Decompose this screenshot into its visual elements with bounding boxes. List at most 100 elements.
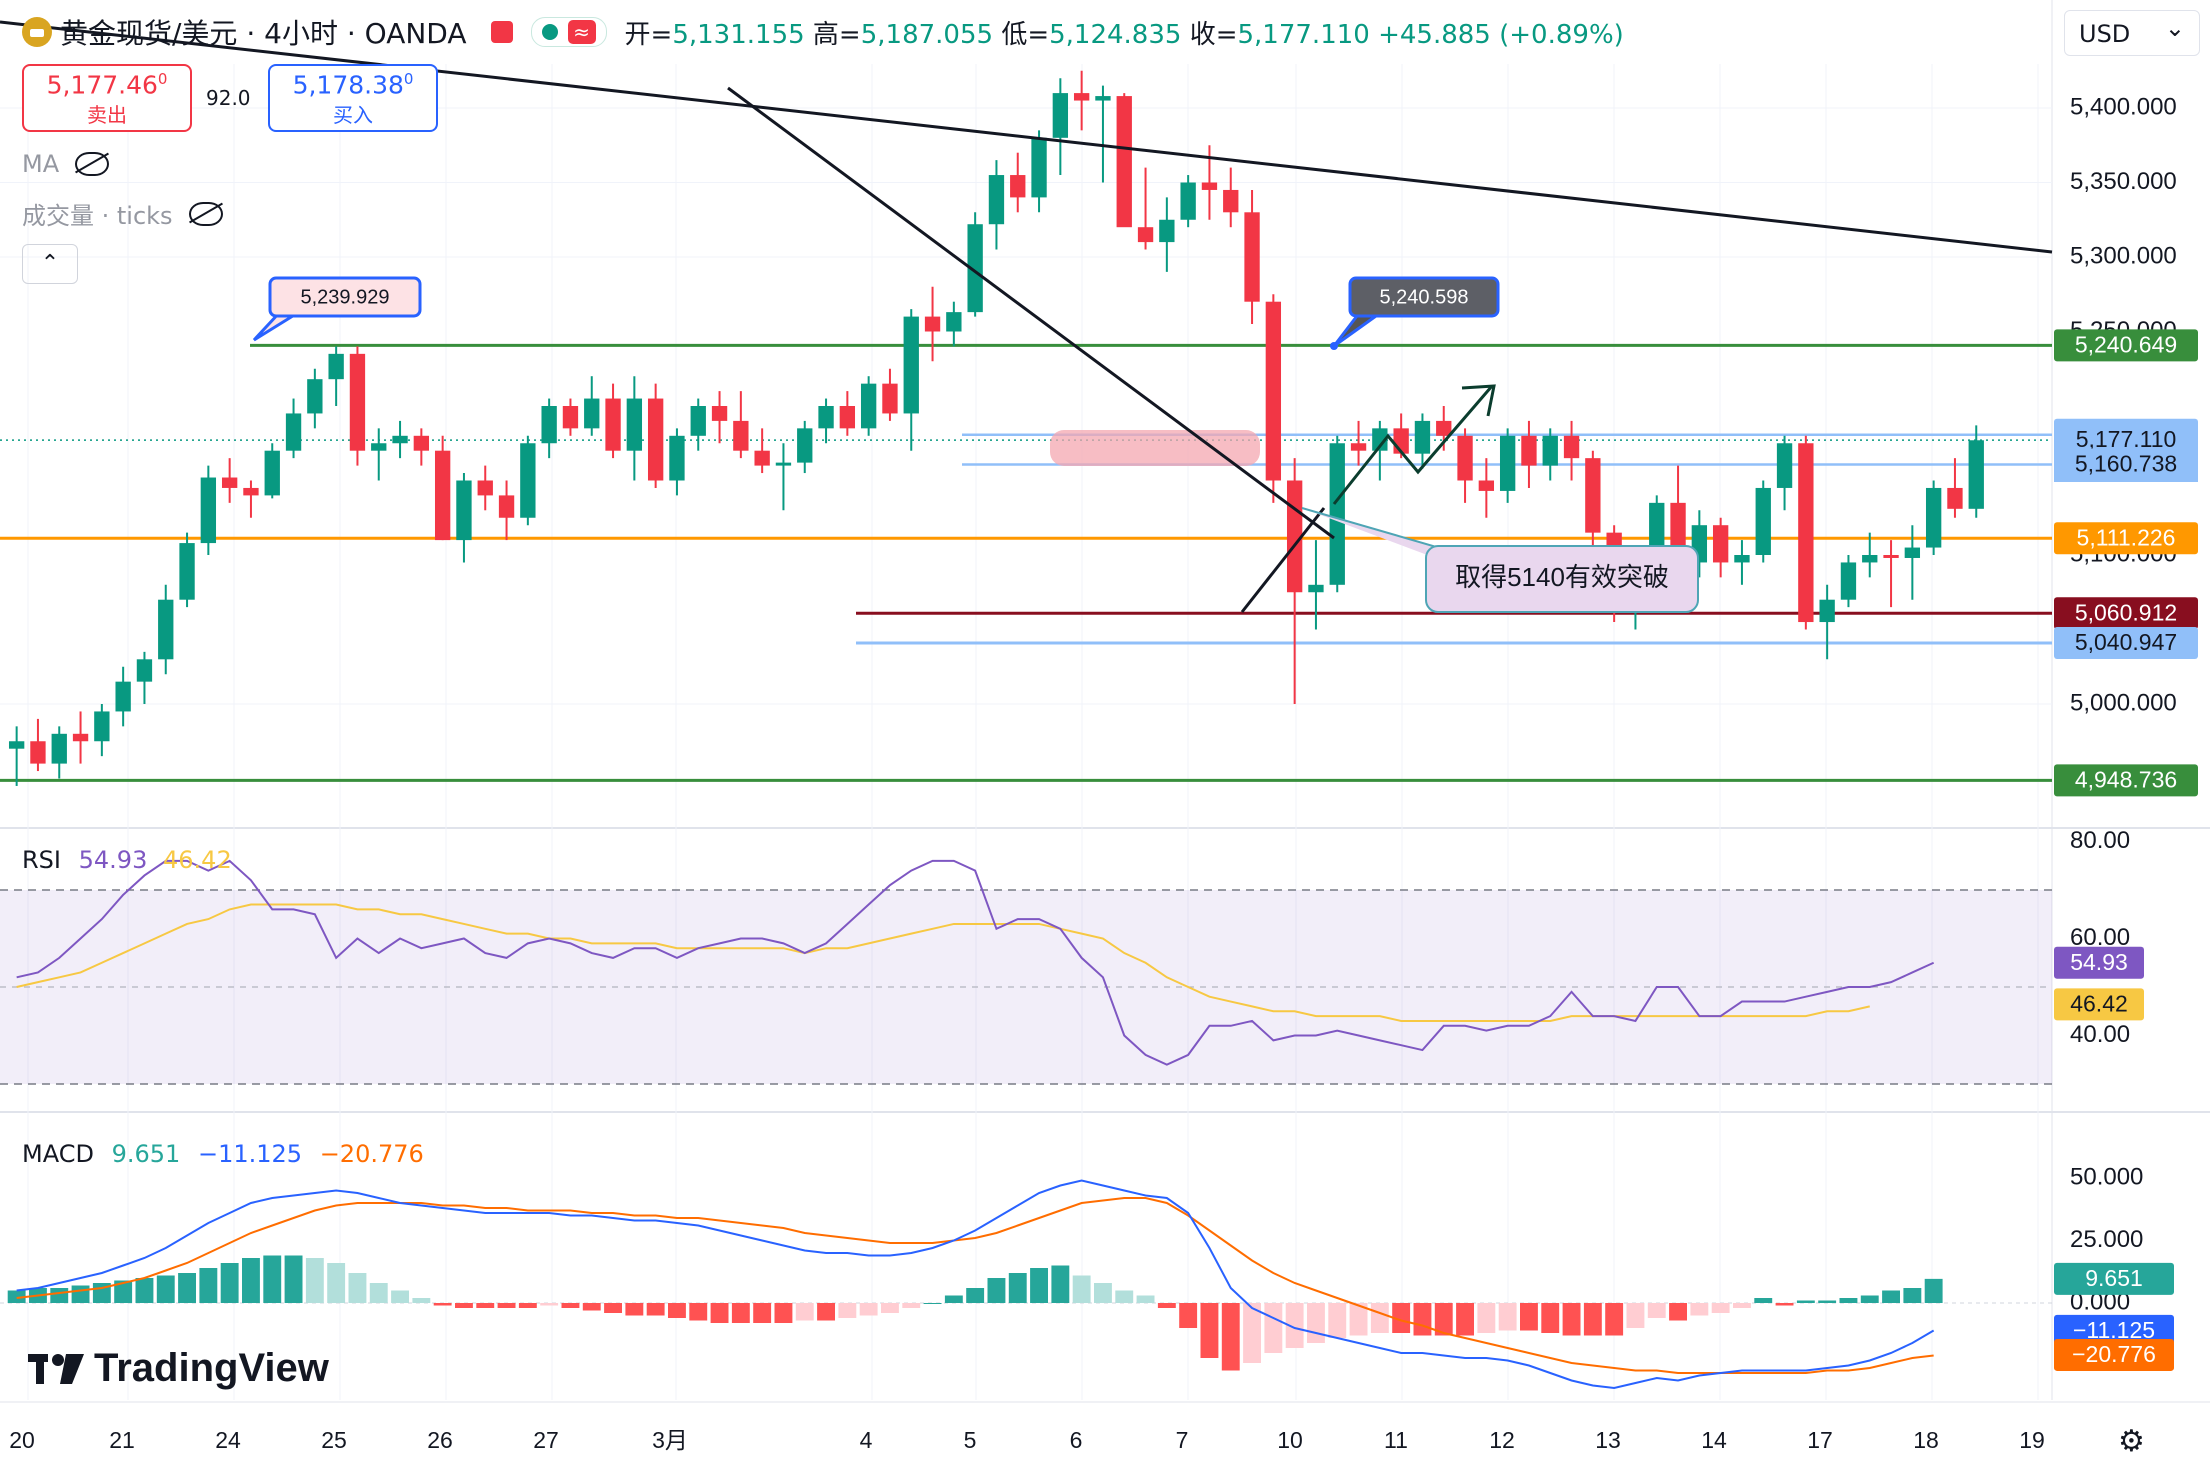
- candle-body: [1542, 435, 1558, 466]
- candle-body: [498, 495, 515, 518]
- candle-body: [1052, 93, 1069, 138]
- candle-body: [1010, 175, 1026, 198]
- candle-body: [392, 435, 408, 444]
- macd-histogram-bar: [1328, 1303, 1347, 1338]
- macd-histogram-bar: [1285, 1303, 1304, 1348]
- chevron-up-icon[interactable]: ⌃: [22, 244, 78, 284]
- macd-histogram-bar: [1008, 1273, 1027, 1303]
- candle-body: [179, 543, 195, 600]
- callout-anchor-dot: [1330, 342, 1338, 350]
- candle-body: [1862, 555, 1878, 563]
- rsi-tick-label: 80.00: [2070, 827, 2130, 854]
- time-tick-label: 26: [427, 1427, 453, 1453]
- price-axis-label: [2054, 626, 2198, 659]
- price-axis-label-text: 5,160.738: [2075, 451, 2177, 477]
- market-open-dot-icon: [541, 24, 558, 40]
- macd-histogram-bar: [859, 1303, 878, 1316]
- candle-body: [988, 175, 1005, 225]
- macd-histogram-bar: [156, 1275, 175, 1303]
- macd-histogram-bar: [795, 1303, 814, 1321]
- macd-signal-value: −20.776: [319, 1140, 424, 1168]
- sell-price: 5,177.46: [46, 70, 158, 100]
- macd-histogram-bar: [582, 1303, 601, 1311]
- price-label-right-text: 5,240.598: [1380, 286, 1469, 308]
- candle-body: [1414, 420, 1431, 454]
- macd-histogram-bar: [1583, 1303, 1602, 1336]
- rsi-ma-axis-label-text: 46.42: [2070, 990, 2128, 1016]
- macd-histogram-bar: [753, 1303, 772, 1323]
- projection-path: [1332, 385, 1494, 505]
- candle-body: [541, 406, 557, 444]
- time-tick-label: 11: [1384, 1427, 1408, 1453]
- settings-gear-icon[interactable]: ⚙: [2118, 1424, 2145, 1459]
- macd-histogram-bar: [881, 1303, 899, 1313]
- macd-histogram-bar: [1307, 1303, 1325, 1343]
- volume-indicator-legend[interactable]: 成交量 · ticks: [22, 196, 223, 231]
- candle-body: [1095, 96, 1111, 101]
- rsi-line: [16, 859, 1935, 1066]
- macd-histogram-bar: [1051, 1265, 1070, 1303]
- eye-hidden-icon[interactable]: [75, 152, 110, 176]
- resistance-zone-highlight: [1050, 430, 1260, 466]
- candle-body: [1478, 480, 1495, 491]
- candle-body: [243, 487, 259, 496]
- ma-label: MA: [22, 150, 60, 178]
- candle-body: [1201, 182, 1218, 190]
- candle-body: [1563, 435, 1580, 459]
- candle-body: [1840, 562, 1857, 600]
- market-closed-icon[interactable]: [490, 21, 513, 43]
- macd-histogram-bar: [923, 1303, 942, 1304]
- candle-body: [1904, 547, 1921, 558]
- macd-signal-axis-label: [2054, 1338, 2174, 1371]
- macd-histogram-bar: [1605, 1303, 1624, 1336]
- buy-button[interactable]: 5,178.380 买入: [268, 64, 438, 132]
- price-tick-label: 5,400.000: [2070, 93, 2177, 120]
- candle-body: [1308, 584, 1324, 593]
- candle-body: [413, 435, 430, 451]
- tradingview-logo[interactable]: TradingView: [28, 1346, 329, 1391]
- macd-histogram-bar: [7, 1290, 26, 1303]
- time-tick-label: 3月: [652, 1427, 688, 1453]
- symbol-title[interactable]: 黄金现货/美元 · 4小时 · OANDA: [60, 17, 467, 50]
- candle-body: [1585, 458, 1601, 533]
- macd-histogram-bar: [1349, 1303, 1368, 1336]
- price-tick-label: 5,350.000: [2070, 168, 2177, 195]
- macd-histogram-bar: [646, 1303, 665, 1316]
- macd-histogram-bar: [710, 1303, 729, 1323]
- candle-body: [605, 398, 621, 451]
- macd-histogram-bar: [1498, 1303, 1517, 1331]
- macd-histogram-bar: [1541, 1303, 1560, 1333]
- chart-header: 黄金现货/美元 · 4小时 · OANDA ≈ 开=5,131.155 高=5,…: [0, 0, 1624, 64]
- time-tick-label: 17: [1807, 1427, 1833, 1453]
- macd-histogram-bar: [1562, 1303, 1581, 1336]
- macd-histogram-bar: [1477, 1303, 1496, 1333]
- candle-body: [1350, 443, 1367, 451]
- buy-label: 买入: [333, 103, 373, 128]
- breakout-callout: [1425, 545, 1699, 613]
- rsi-legend[interactable]: RSI 54.93 46.42: [22, 846, 232, 874]
- market-status-pill[interactable]: ≈: [530, 17, 607, 47]
- price-axis-label-text: 5,111.226: [2077, 524, 2176, 550]
- candle-body: [1521, 435, 1537, 466]
- macd-legend[interactable]: MACD 9.651 −11.125 −20.776: [22, 1140, 424, 1168]
- breakout-callout-text: 取得5140有效突破: [1455, 562, 1669, 592]
- macd-histogram-bar: [1030, 1268, 1048, 1303]
- long-trendline: [0, 20, 2053, 254]
- macd-histogram-bar: [1221, 1303, 1240, 1371]
- macd-histogram-bar: [668, 1303, 686, 1318]
- macd-histogram-bar: [1243, 1303, 1261, 1363]
- macd-histogram-bar: [1520, 1303, 1538, 1331]
- price-tick-label: 5,000.000: [2070, 689, 2177, 716]
- tradingview-logo-icon: [28, 1353, 84, 1384]
- macd-histogram-bar: [1094, 1283, 1112, 1303]
- eye-hidden-icon[interactable]: [188, 201, 223, 226]
- macd-histogram-bar: [1392, 1303, 1411, 1333]
- currency-select[interactable]: USD: [2064, 5, 2200, 56]
- ma-indicator-legend[interactable]: MA: [22, 150, 110, 178]
- price-label-left-text: 5,239.929: [301, 286, 390, 308]
- price-label-left: [268, 276, 422, 318]
- candle-body: [51, 733, 67, 764]
- price-axis-label-text: 5,240.649: [2075, 332, 2177, 358]
- sell-button[interactable]: 5,177.460 卖出: [22, 64, 192, 132]
